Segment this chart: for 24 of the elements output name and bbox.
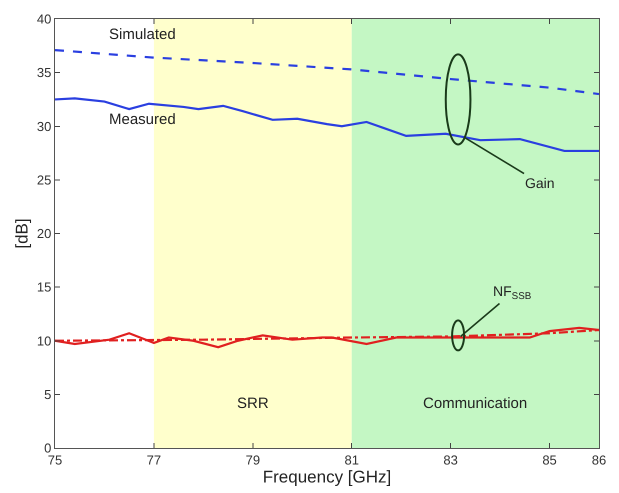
y-tick-label: 20 (36, 226, 52, 242)
x-axis-title: Frequency [GHz] (262, 468, 392, 487)
band-label: Communication (423, 395, 528, 412)
band-label: SRR (237, 395, 269, 412)
x-tick-label: 77 (146, 452, 162, 468)
y-tick-label: 30 (36, 118, 52, 134)
y-tick-label: 15 (36, 280, 52, 295)
line-series (55, 49, 599, 96)
y-tick-label: 5 (44, 386, 52, 402)
x-tick-label: 83 (443, 452, 458, 468)
y-tick-label: 10 (36, 333, 52, 348)
x-tick-label: 79 (246, 452, 260, 468)
x-tick-label: 86 (592, 452, 606, 468)
y-axis-title: [dB] (12, 218, 32, 249)
series-label: Simulated (109, 26, 176, 43)
annotation: Gain (525, 175, 555, 191)
y-tick-label: 25 (36, 172, 52, 188)
x-tick-label: 81 (344, 452, 359, 468)
annotation: NF$_{SSB}$ (493, 283, 532, 302)
line-series (55, 97, 599, 152)
y-tick-label: 35 (36, 65, 52, 80)
series-label: Measured (109, 111, 176, 128)
x-tick-label: 85 (542, 452, 557, 468)
y-tick-label: 40 (36, 12, 52, 27)
